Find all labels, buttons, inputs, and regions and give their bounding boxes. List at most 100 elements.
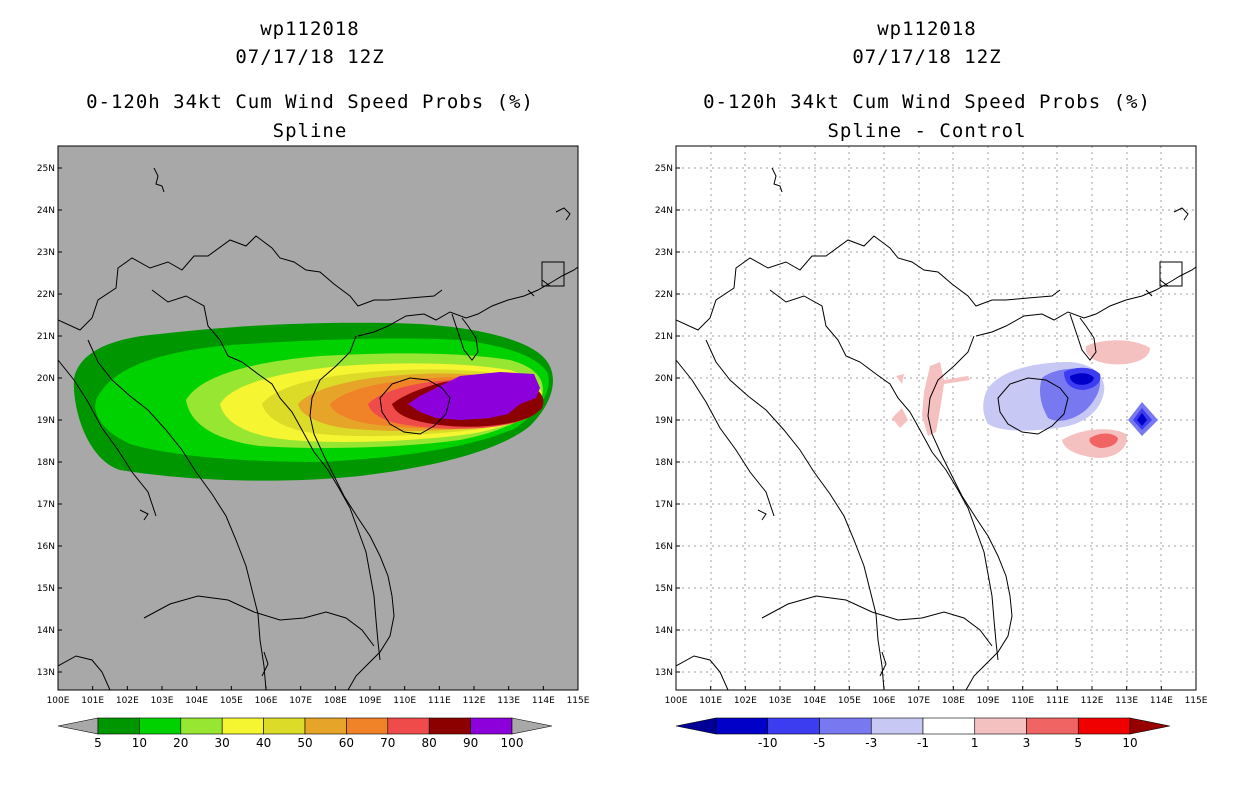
lat-label: 16N bbox=[37, 542, 55, 552]
lat-label: 14N bbox=[655, 626, 673, 636]
lon-label: 112E bbox=[1081, 696, 1104, 706]
colorbar-label: -10 bbox=[758, 736, 778, 750]
colorbar-label: 40 bbox=[256, 736, 271, 750]
lat-label: 24N bbox=[37, 206, 55, 216]
lon-label: 115E bbox=[1185, 696, 1208, 706]
lat-label: 23N bbox=[655, 248, 673, 258]
left-longitude-labels: 100E 101E 102E 103E 104E 105E 106E 107E 108E 109E… bbox=[47, 686, 590, 706]
left-title-product: 0-120h 34kt Cum Wind Speed Probs (%) bbox=[86, 91, 534, 113]
lon-label: 114E bbox=[1150, 696, 1173, 706]
lat-label: 16N bbox=[655, 542, 673, 552]
diff-pos1-west-dot2 bbox=[896, 374, 904, 384]
colorbar-label: 70 bbox=[380, 736, 395, 750]
colorbar-label: 50 bbox=[297, 736, 312, 750]
colorbar-segment bbox=[922, 717, 976, 735]
colorbar-label: -3 bbox=[865, 736, 877, 750]
right-difference-shading bbox=[892, 340, 1158, 458]
colorbar-segment bbox=[263, 717, 306, 735]
lat-label: 13N bbox=[655, 668, 673, 678]
lon-label: 105E bbox=[220, 696, 243, 706]
lon-label: 103E bbox=[151, 696, 174, 706]
colorbar-label: 20 bbox=[173, 736, 188, 750]
colorbar-label: 80 bbox=[422, 736, 437, 750]
colorbar-right-arrow bbox=[511, 717, 553, 735]
lon-label: 110E bbox=[1011, 696, 1034, 706]
lat-label: 25N bbox=[655, 164, 673, 174]
diff-neg10-core bbox=[1070, 373, 1094, 385]
left-latitude-labels: 25N 24N 23N 22N 21N 20N 19N 18N 17N 16N 15N 14N 13N bbox=[37, 164, 62, 678]
colorbar-segment bbox=[180, 717, 223, 735]
colorbar-label: 5 bbox=[1074, 736, 1082, 750]
lon-label: 114E bbox=[532, 696, 555, 706]
lat-label: 22N bbox=[37, 290, 55, 300]
lat-label: 15N bbox=[655, 584, 673, 594]
colorbar-label: -1 bbox=[917, 736, 929, 750]
lon-label: 109E bbox=[977, 696, 1000, 706]
colorbar-label: 3 bbox=[1023, 736, 1031, 750]
lon-label: 102E bbox=[116, 696, 139, 706]
diff-pos1-north bbox=[1085, 340, 1150, 365]
diff-pos1-west-dot bbox=[892, 408, 908, 428]
lon-label: 113E bbox=[497, 696, 520, 706]
right-colorbar: -10 -5 -3 -1 1 3 5 10 bbox=[675, 717, 1171, 750]
colorbar-segment bbox=[767, 717, 820, 735]
right-longitude-labels: 100E 101E 102E 103E 104E 105E 106E 107E 108E 109E… bbox=[665, 686, 1208, 706]
lat-label: 19N bbox=[655, 416, 673, 426]
left-title-method: Spline bbox=[272, 120, 348, 142]
right-title-method: Spline - Control bbox=[827, 120, 1027, 142]
lat-label: 13N bbox=[37, 668, 55, 678]
prob-90-contour bbox=[408, 372, 540, 420]
lat-label: 20N bbox=[37, 374, 55, 384]
colorbar-segment bbox=[428, 717, 471, 735]
right-map-panel bbox=[675, 145, 1197, 691]
colorbar-segment bbox=[974, 717, 1027, 735]
colorbar-segment bbox=[715, 717, 769, 735]
lon-label: 100E bbox=[665, 696, 688, 706]
lon-label: 106E bbox=[873, 696, 896, 706]
lon-label: 111E bbox=[428, 696, 451, 706]
lon-label: 107E bbox=[289, 696, 312, 706]
lon-label: 101E bbox=[699, 696, 722, 706]
lon-label: 103E bbox=[769, 696, 792, 706]
colorbar-label: 60 bbox=[339, 736, 354, 750]
lon-label: 109E bbox=[359, 696, 382, 706]
lat-label: 18N bbox=[37, 458, 55, 468]
lat-label: 20N bbox=[655, 374, 673, 384]
lat-label: 18N bbox=[655, 458, 673, 468]
lat-label: 24N bbox=[655, 206, 673, 216]
lat-label: 23N bbox=[37, 248, 55, 258]
colorbar-label: 1 bbox=[971, 736, 979, 750]
lon-label: 113E bbox=[1115, 696, 1138, 706]
colorbar-segment bbox=[304, 717, 347, 735]
lon-label: 115E bbox=[567, 696, 590, 706]
colorbar-label: 10 bbox=[1122, 736, 1137, 750]
colorbar-segment bbox=[221, 717, 264, 735]
lon-label: 105E bbox=[838, 696, 861, 706]
right-title-product: 0-120h 34kt Cum Wind Speed Probs (%) bbox=[703, 91, 1151, 113]
colorbar-segment bbox=[1026, 717, 1079, 735]
right-title-datetime: 07/17/18 12Z bbox=[852, 46, 1002, 68]
lon-label: 111E bbox=[1046, 696, 1069, 706]
lat-label: 22N bbox=[655, 290, 673, 300]
colorbar-label: 90 bbox=[463, 736, 478, 750]
lon-label: 112E bbox=[463, 696, 486, 706]
lon-label: 104E bbox=[185, 696, 208, 706]
colorbar-segment bbox=[819, 717, 872, 735]
colorbar-segment bbox=[870, 717, 924, 735]
lon-label: 106E bbox=[255, 696, 278, 706]
lon-label: 108E bbox=[324, 696, 347, 706]
left-title-storm-id: wp112018 bbox=[260, 18, 360, 40]
colorbar-label: 100 bbox=[501, 736, 524, 750]
colorbar-label: 5 bbox=[94, 736, 102, 750]
left-title-datetime: 07/17/18 12Z bbox=[235, 46, 385, 68]
lat-label: 19N bbox=[37, 416, 55, 426]
diff-pos1-west bbox=[922, 362, 970, 436]
lon-label: 107E bbox=[907, 696, 930, 706]
right-latitude-labels: 25N 24N 23N 22N 21N 20N 19N 18N 17N 16N 15N 14N 13N bbox=[655, 164, 680, 678]
right-title-storm-id: wp112018 bbox=[877, 18, 977, 40]
lat-label: 15N bbox=[37, 584, 55, 594]
colorbar-segment bbox=[97, 717, 140, 735]
lat-label: 21N bbox=[37, 332, 55, 342]
lat-label: 14N bbox=[37, 626, 55, 636]
